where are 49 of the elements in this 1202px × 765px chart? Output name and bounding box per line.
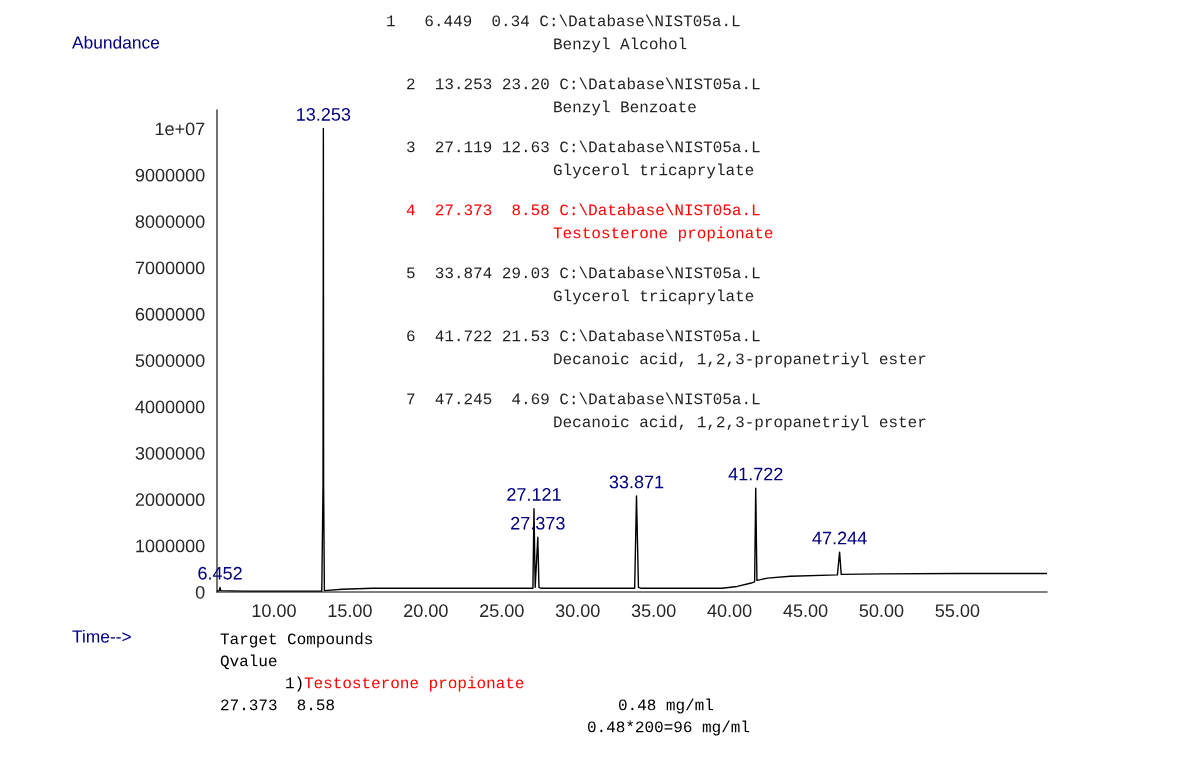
text: 1 6.449 0.34 C:\Database\NIST05a.L <box>387 14 740 27</box>
y-tick-label: 8000000 <box>135 215 205 228</box>
x-tick-label: 15.00 <box>328 604 372 618</box>
annotation: Benzyl Benzoate <box>554 100 696 116</box>
annotation: Testosterone propionate <box>553 226 773 242</box>
annotation: 6 41.722 21.53 C:\Database\NIST05a.L <box>407 329 760 342</box>
annotation: Decanoic acid, 1,2,3-propanetriyl ester <box>554 352 926 368</box>
x-tick-label: 40.00 <box>707 604 752 618</box>
annotation: 27.121 <box>507 488 561 501</box>
y-tick-label: 2000000 <box>135 493 205 507</box>
y-axis-title: Abundance <box>72 35 160 49</box>
annotation: Glycerol tricaprylate <box>553 163 754 179</box>
annotation: Glycerol tricaprylate <box>553 289 754 305</box>
x-axis-title: Time--> <box>72 629 131 643</box>
y-tick-label: 4000000 <box>135 400 205 414</box>
annotation: 41.722 <box>728 467 783 481</box>
annotation: Decanoic acid, 1,2,3-propanetriyl ester <box>554 415 926 431</box>
annotation: 13.253 <box>297 108 351 121</box>
text: 27.373 8.58 <box>221 699 334 711</box>
annotation: 7 47.245 4.69 C:\Database\NIST05a.L <box>407 392 760 405</box>
text: 0.48 mg/ml <box>618 698 713 714</box>
x-tick-label: 25.00 <box>480 604 524 618</box>
text: 0.48*200=96 mg/ml <box>587 720 750 736</box>
text: Testosterone propionate <box>304 676 524 692</box>
y-tick-label: 9000000 <box>135 168 205 182</box>
annotation: 33.871 <box>609 475 664 489</box>
y-tick-label: 6000000 <box>135 307 205 321</box>
y-tick-label: 1000000 <box>136 539 205 553</box>
y-tick-label: 7000000 <box>135 261 205 275</box>
text: 1) <box>286 676 302 692</box>
x-tick-label: 10.00 <box>252 604 296 618</box>
x-tick-label: 20.00 <box>404 604 448 618</box>
annotation: 4 27.373 8.58 C:\Database\NIST05a.L <box>406 203 760 216</box>
y-tick-label: 5000000 <box>135 354 205 367</box>
y-tick-label: 3000000 <box>135 446 205 460</box>
text: Target Compounds <box>220 632 373 648</box>
text: 2 13.253 23.20 C:\Database\NIST05a.L <box>407 77 760 90</box>
x-tick-label: 45.00 <box>783 604 828 618</box>
x-tick-label: 30.00 <box>555 604 600 618</box>
x-tick-label: 50.00 <box>859 604 904 618</box>
text: Qvalue <box>220 654 277 670</box>
x-tick-label: 35.00 <box>631 604 676 618</box>
y-tick-label: 0 <box>195 585 205 599</box>
x-tick-label: 55.00 <box>935 604 980 618</box>
y-tick-label: 1e+07 <box>155 122 205 136</box>
annotation: 47.244 <box>812 531 867 545</box>
annotation: 5 33.874 29.03 C:\Database\NIST05a.L <box>407 266 760 279</box>
text: Benzyl Alcohol <box>554 37 687 53</box>
annotation: 3 27.119 12.63 C:\Database\NIST05a.L <box>407 140 760 153</box>
